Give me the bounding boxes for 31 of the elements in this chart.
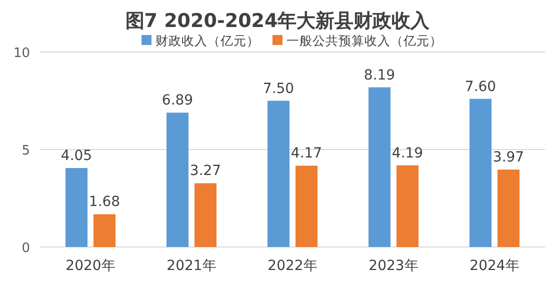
data-label: 3.97: [492, 150, 524, 166]
y-tick-label: 5: [22, 144, 30, 158]
data-label: 4.19: [392, 145, 424, 162]
bar: [296, 166, 318, 247]
data-label: 3.27: [190, 163, 222, 180]
y-tick-label: 0: [22, 241, 30, 256]
bar: [470, 98, 492, 247]
data-label: 6.89: [162, 92, 194, 109]
legend-label: 财政收入（亿元）: [156, 33, 260, 48]
bar: [498, 170, 520, 247]
bar: [166, 112, 188, 247]
x-tick-label: 2021年: [166, 258, 216, 274]
legend-label: 一般公共预算收入（亿元）: [286, 33, 442, 48]
bar: [94, 214, 116, 247]
x-tick-label: 2020年: [66, 258, 116, 274]
bar: [368, 87, 390, 247]
data-label: 7.50: [262, 80, 294, 97]
chart-title: 图7 2020-2024年大新县财政收入: [125, 10, 431, 32]
x-tick-label: 2023年: [368, 258, 418, 274]
data-label: 4.17: [290, 146, 322, 162]
bar: [66, 168, 88, 247]
data-label: 8.19: [364, 67, 396, 84]
data-label: 1.68: [88, 194, 120, 210]
bar: [396, 165, 418, 247]
data-label: 7.60: [464, 78, 496, 95]
x-tick-label: 2024年: [470, 258, 520, 274]
y-tick-label: 10: [13, 46, 30, 61]
bar: [268, 100, 290, 247]
x-tick-label: 2022年: [268, 258, 318, 274]
bar: [194, 183, 216, 247]
data-label: 4.05: [60, 148, 92, 164]
